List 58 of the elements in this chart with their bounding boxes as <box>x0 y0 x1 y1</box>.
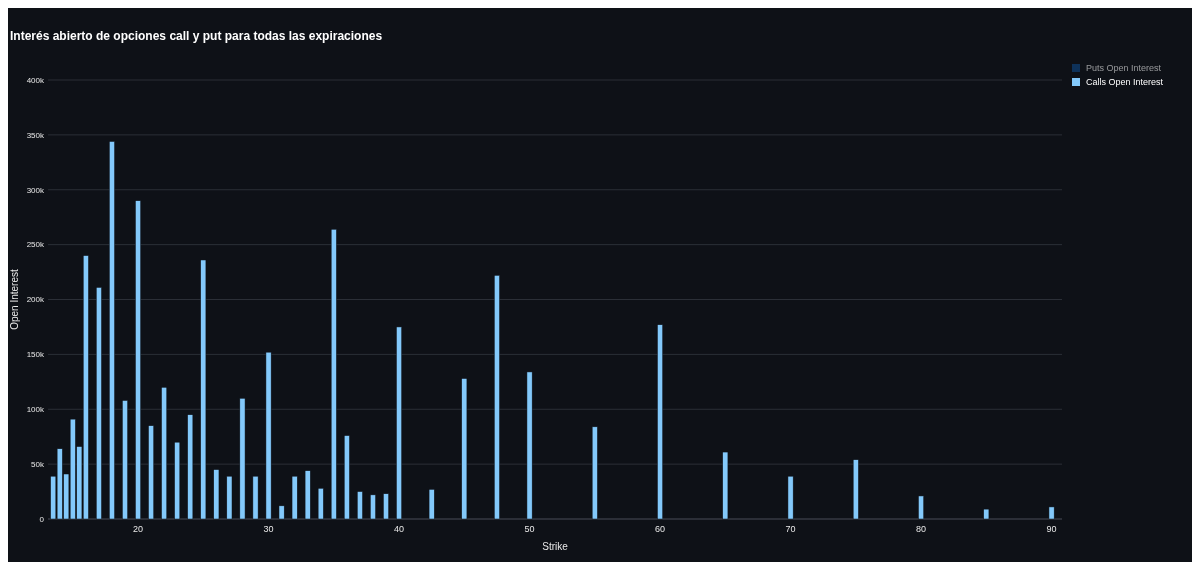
x-tick-label: 30 <box>263 524 274 534</box>
bar <box>187 414 194 520</box>
bar <box>918 495 924 520</box>
bar <box>657 324 663 520</box>
bar <box>122 400 128 520</box>
bar <box>96 287 102 520</box>
bar <box>396 326 402 520</box>
x-axis-title: Strike <box>542 541 569 552</box>
bar <box>226 475 233 520</box>
bar <box>265 351 272 520</box>
x-tick-label: 40 <box>394 524 405 534</box>
bar <box>383 493 389 520</box>
x-tick-label: 60 <box>655 524 666 534</box>
bar <box>787 475 794 520</box>
y-tick-label: 50k <box>31 459 45 469</box>
bar <box>370 494 376 520</box>
bar <box>174 441 181 520</box>
y-tick-label: 0 <box>39 514 45 524</box>
bar <box>291 475 298 520</box>
legend-label: Calls Open Interest <box>1086 77 1164 88</box>
x-tick-label: 20 <box>133 524 144 534</box>
bar <box>357 491 363 520</box>
y-tick-label: 400k <box>26 75 45 85</box>
bar <box>330 229 337 520</box>
bar <box>148 425 154 520</box>
y-tick-label: 100k <box>26 405 45 415</box>
bar <box>494 275 500 520</box>
y-tick-label: 150k <box>26 350 45 360</box>
bar <box>526 371 533 520</box>
y-tick-label: 350k <box>26 130 45 140</box>
bar <box>135 200 141 520</box>
bar <box>1048 506 1055 520</box>
bar <box>304 470 311 520</box>
bar <box>428 489 435 520</box>
bar <box>239 398 246 520</box>
bar <box>591 426 598 520</box>
bar <box>161 387 168 520</box>
bar <box>278 505 285 520</box>
bar <box>722 451 729 520</box>
y-axis-title: Open Interest <box>9 268 20 330</box>
bar <box>983 508 990 520</box>
x-tick-label: 70 <box>785 524 796 534</box>
bar <box>317 488 324 520</box>
y-tick-label: 250k <box>26 240 45 250</box>
bar <box>461 378 468 520</box>
bar <box>343 435 350 520</box>
bar <box>200 259 207 520</box>
chart-title: Interés abierto de opciones call y put para todas las expiraciones <box>10 29 383 43</box>
x-tick-label: 80 <box>916 524 927 534</box>
bar <box>213 469 220 520</box>
bar <box>109 141 115 520</box>
bar <box>852 459 859 520</box>
bar <box>252 475 259 520</box>
y-tick-label: 200k <box>26 295 45 305</box>
legend-label: Puts Open Interest <box>1086 63 1162 74</box>
x-tick-label: 90 <box>1046 524 1057 534</box>
y-tick-label: 300k <box>26 185 45 195</box>
x-tick-label: 50 <box>524 524 535 534</box>
